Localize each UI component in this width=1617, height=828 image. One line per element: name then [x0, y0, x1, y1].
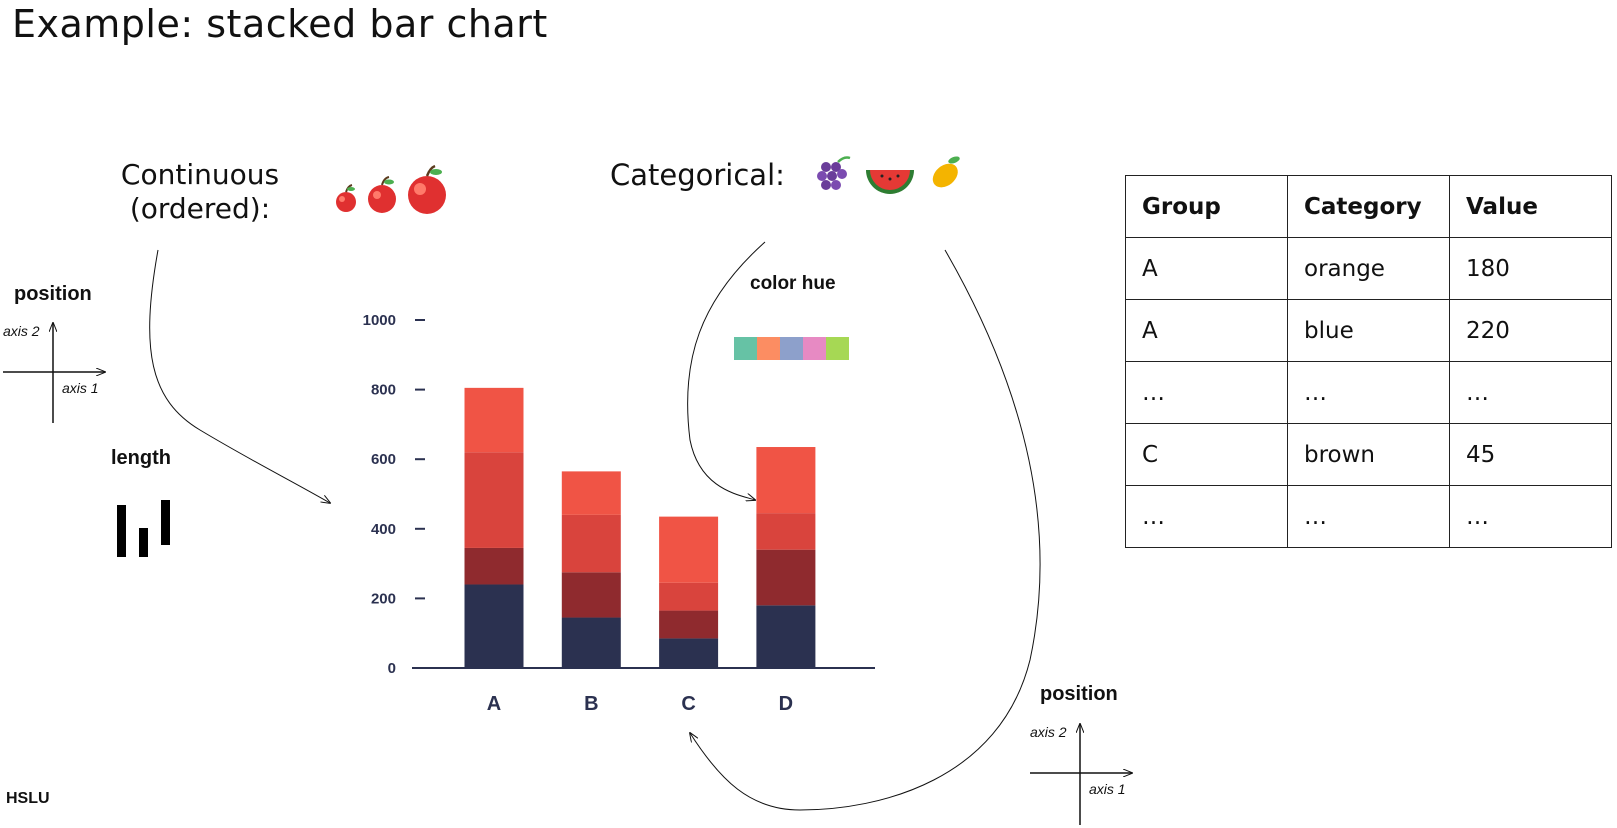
- left-position-label: position: [14, 283, 92, 305]
- grapes-icon: [817, 156, 851, 190]
- color-swatch: [734, 337, 757, 360]
- continuous-label-line2: (ordered):: [129, 192, 271, 225]
- color-hue-label: color hue: [750, 273, 836, 294]
- bar-segment: [561, 617, 621, 668]
- bar-segment: [464, 584, 524, 668]
- table-header-row: Group Category Value: [1125, 175, 1612, 238]
- table-header-cell: Value: [1449, 175, 1612, 238]
- y-tick-label: 200: [371, 590, 396, 607]
- watermelon-icon: [866, 170, 914, 194]
- table-cell: …: [1287, 485, 1450, 548]
- bar-segment: [756, 605, 816, 668]
- bar-segment: [756, 447, 816, 514]
- color-swatch: [757, 337, 780, 360]
- slide-title: Example: stacked bar chart: [12, 2, 548, 46]
- left-axis2-label: axis 2: [3, 323, 40, 339]
- table-cell: …: [1449, 485, 1612, 548]
- bar-segment: [659, 582, 719, 611]
- data-table: Group Category Value A orange 180 A blue…: [1125, 175, 1612, 548]
- bar-segment: [659, 638, 719, 668]
- table-header-cell: Group: [1125, 175, 1288, 238]
- bar-segment: [561, 514, 621, 573]
- y-tick-label: 800: [371, 382, 396, 399]
- table-cell: 220: [1449, 299, 1612, 362]
- bar-segment: [464, 452, 524, 548]
- continuous-label-line1: Continuous: [120, 158, 280, 191]
- right-axis1-label: axis 1: [1089, 781, 1126, 797]
- y-tick-label: 1000: [363, 312, 396, 329]
- right-axis2-label: axis 2: [1030, 724, 1067, 740]
- length-label: length: [111, 447, 171, 469]
- bar-segment: [561, 572, 621, 618]
- color-swatch: [826, 337, 849, 360]
- mango-icon: [932, 156, 960, 188]
- table-cell: C: [1125, 423, 1288, 486]
- x-tick-label: D: [779, 693, 793, 715]
- table-cell: …: [1125, 485, 1288, 548]
- length-bars-icon: [117, 500, 170, 557]
- bar-segment: [659, 610, 719, 639]
- table-cell: A: [1125, 237, 1288, 300]
- y-tick-label: 600: [371, 451, 396, 468]
- table-cell: …: [1449, 361, 1612, 424]
- bar-segment: [464, 387, 524, 453]
- table-cell: 180: [1449, 237, 1612, 300]
- bar-segment: [756, 513, 816, 550]
- y-tick-label: 0: [388, 660, 396, 677]
- table-header-cell: Category: [1287, 175, 1450, 238]
- y-tick-label: 400: [371, 521, 396, 538]
- table-row: C brown 45: [1125, 423, 1612, 486]
- bar-segment: [659, 516, 719, 583]
- x-tick-label: C: [681, 693, 695, 715]
- table-cell: 45: [1449, 423, 1612, 486]
- table-row: A orange 180: [1125, 237, 1612, 300]
- apple-large-icon: [408, 164, 446, 214]
- left-axis1-label: axis 1: [62, 380, 99, 396]
- table-cell: orange: [1287, 237, 1450, 300]
- bar-segment: [561, 471, 621, 515]
- left-position-axes-icon: [3, 323, 105, 423]
- color-hue-swatches: [734, 337, 849, 360]
- hslu-logo: HSLU: [6, 790, 50, 807]
- categorical-to-color-arrow: [687, 241, 766, 500]
- right-position-label: position: [1040, 683, 1118, 705]
- table-row: … … …: [1125, 361, 1612, 424]
- right-position-axes-icon: [1030, 724, 1132, 825]
- table-cell: …: [1287, 361, 1450, 424]
- table-cell: blue: [1287, 299, 1450, 362]
- apple-small-icon: [336, 184, 356, 212]
- categorical-label: Categorical:: [610, 158, 785, 192]
- continuous-to-length-arrow: [149, 249, 330, 503]
- table-row: … … …: [1125, 485, 1612, 548]
- continuous-label: Continuous (ordered):: [100, 158, 300, 226]
- color-swatch: [803, 337, 826, 360]
- table-row: A blue 220: [1125, 299, 1612, 362]
- color-swatch: [780, 337, 803, 360]
- apple-medium-icon: [368, 176, 396, 213]
- categorical-to-position-arrow: [690, 249, 1041, 811]
- table-cell: brown: [1287, 423, 1450, 486]
- stacked-bar-chart: 0 200 400 600 800 1000 A B C D: [363, 312, 875, 715]
- table-cell: …: [1125, 361, 1288, 424]
- bar-segment: [756, 549, 816, 606]
- table-cell: A: [1125, 299, 1288, 362]
- x-tick-label: B: [584, 693, 598, 715]
- x-tick-label: A: [487, 693, 501, 715]
- bar-segment: [464, 547, 524, 585]
